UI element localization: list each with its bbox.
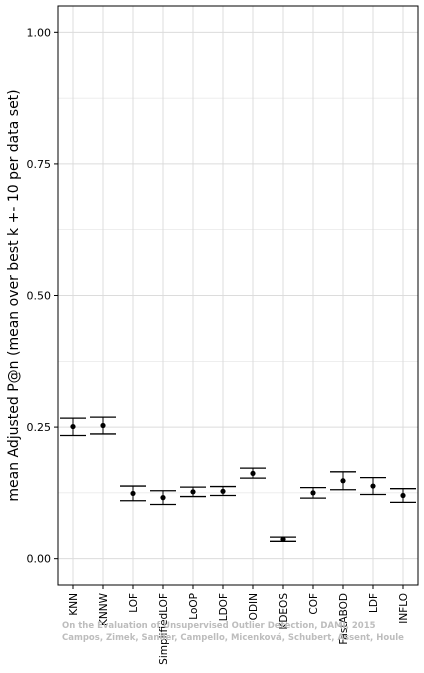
x-tick-label: KDEOS: [278, 593, 290, 630]
x-tick-label: ODIN: [248, 593, 260, 620]
y-tick-label: 0.75: [27, 158, 52, 171]
x-tick-label: LOF: [128, 593, 140, 613]
data-point: [370, 483, 376, 489]
y-tick-label: 0.50: [27, 290, 52, 303]
x-tick-label: COF: [308, 593, 320, 615]
x-tick-label: SimplifiedLOF: [158, 593, 170, 665]
data-point: [190, 489, 196, 495]
y-tick-label: 0.00: [27, 553, 52, 566]
data-point: [130, 490, 136, 497]
data-point: [400, 492, 406, 499]
data-point: [250, 470, 256, 477]
x-tick-label: LDF: [368, 593, 380, 613]
x-tick-label: LoOP: [188, 593, 200, 620]
y-axis: 0.00 0.25 0.50 0.75 1.00: [27, 26, 58, 566]
data-point: [100, 422, 106, 429]
y-tick-label: 1.00: [27, 26, 52, 39]
y-axis-label: mean Adjusted P@n (mean over best k +- 1…: [6, 89, 22, 501]
x-axis: KNN KNNW LOF SimplifiedLOF LoOP LDOF ODIN KDEOS…: [68, 585, 410, 665]
data-point: [160, 495, 166, 501]
x-tick-label: KNNW: [98, 592, 110, 626]
data-point: [70, 423, 76, 430]
watermark-line-1: On the Evaluation of Unsupervised Outlie…: [62, 621, 376, 631]
y-tick-label: 0.25: [27, 421, 52, 434]
x-tick-label: FastABOD: [338, 593, 350, 645]
x-tick-label: INFLO: [398, 593, 410, 624]
data-series: [60, 416, 416, 542]
grid: [58, 6, 418, 585]
watermark: On the Evaluation of Unsupervised Outlie…: [62, 621, 404, 643]
data-point: [220, 488, 226, 494]
data-point: [280, 536, 286, 542]
watermark-line-2: Campos, Zimek, Sander, Campello, Micenko…: [62, 633, 404, 643]
x-tick-label: LDOF: [218, 593, 230, 621]
data-point: [310, 490, 316, 496]
x-tick-label: KNN: [68, 593, 80, 616]
data-point: [340, 478, 346, 484]
